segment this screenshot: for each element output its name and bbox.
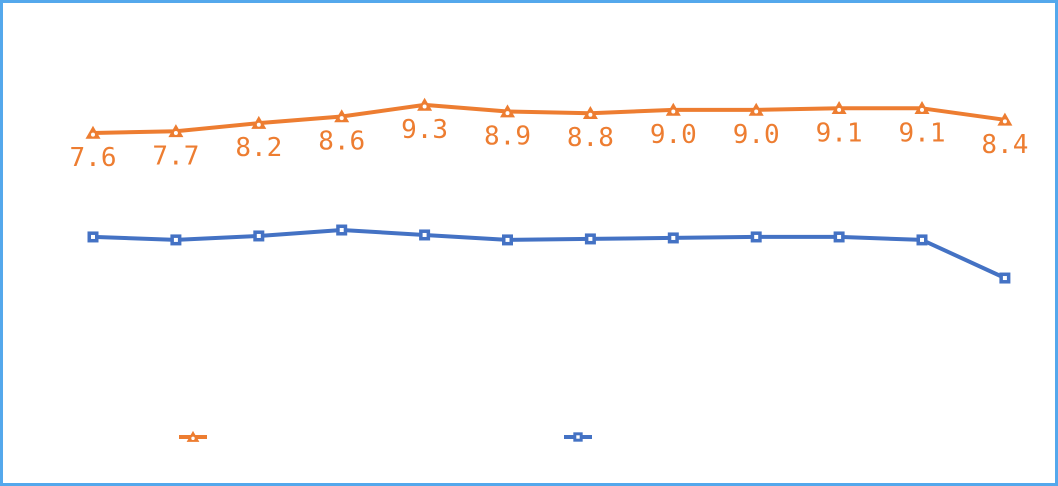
legend [179, 430, 592, 442]
triangle-marker-icon [831, 101, 847, 115]
triangle-marker-icon [417, 97, 433, 111]
square-marker-icon [916, 234, 928, 246]
triangle-marker-icon [251, 115, 267, 129]
data-label: 7.7 [152, 141, 199, 171]
data-label: 9.3 [401, 115, 448, 145]
data-label: 9.1 [899, 118, 946, 148]
data-label: 9.0 [733, 120, 780, 150]
square-marker-icon [999, 272, 1011, 284]
square-marker-icon [833, 231, 845, 243]
square-marker-icon [573, 432, 583, 442]
square-marker-icon [419, 229, 431, 241]
triangle-marker-icon [582, 106, 598, 119]
orange-triangle-series: 7.6 7.7 8.2 8.6 9.3 8.9 8.8 9.0 9.0 9.1 9.1 8.4 [70, 97, 1028, 173]
data-label: 7.6 [70, 143, 117, 173]
legend-entry-1 [179, 430, 207, 442]
blue-square-series [87, 224, 1011, 284]
data-label: 8.9 [484, 122, 531, 152]
data-label: 9.0 [650, 120, 697, 150]
orange-triangle-series-line [91, 102, 1007, 135]
triangle-marker-icon [500, 104, 515, 118]
data-label: 8.2 [235, 133, 282, 163]
square-marker-icon [170, 234, 182, 246]
data-label: 9.1 [816, 118, 863, 148]
square-marker-icon [502, 234, 513, 246]
data-label: 8.6 [318, 127, 365, 157]
triangle-marker-icon [748, 102, 764, 116]
data-label: 8.4 [981, 130, 1028, 160]
triangle-marker-icon [85, 125, 101, 139]
blue-square-series-line [91, 228, 1007, 280]
triangle-marker-icon [997, 112, 1013, 126]
triangle-marker-icon [665, 102, 681, 116]
data-label: 8.8 [567, 123, 614, 153]
line-chart: 7.6 7.7 8.2 8.6 9.3 8.9 8.8 9.0 9.0 9.1 9.1 8.4 [70, 97, 1028, 442]
triangle-marker-icon [334, 109, 350, 123]
square-marker-icon [584, 233, 596, 245]
square-marker-icon [87, 231, 99, 243]
triangle-marker-icon [186, 430, 200, 442]
legend-entry-2 [564, 432, 592, 442]
square-marker-icon [667, 232, 679, 244]
square-marker-icon [750, 231, 762, 243]
triangle-marker-icon [914, 101, 930, 115]
square-marker-icon [336, 224, 348, 236]
triangle-marker-icon [168, 124, 184, 138]
square-marker-icon [253, 230, 265, 242]
